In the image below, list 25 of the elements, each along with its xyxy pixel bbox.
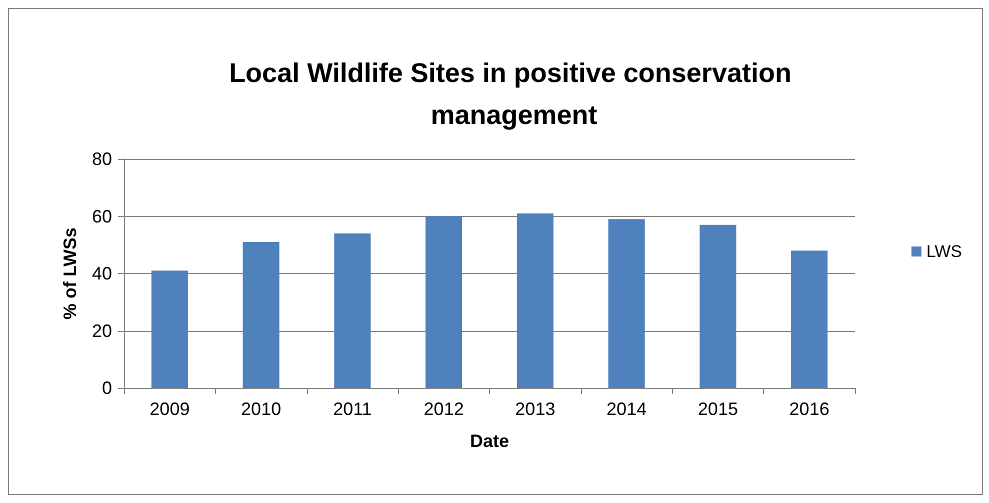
y-tick-label: 60 [92,206,112,226]
bar [242,242,280,388]
x-tick-label: 2014 [606,399,647,419]
bar [516,213,554,388]
y-tick-label: 0 [102,378,112,398]
bar [608,219,645,388]
x-tick-label: 2011 [333,399,372,419]
y-tick-label: 20 [92,320,112,341]
x-tick-label: 2016 [789,399,830,419]
y-axis-title: % of LWSs [60,227,80,320]
chart-title: Local Wildlife Sites in positive conservation management [229,58,799,130]
x-axis-title: Date [470,431,510,451]
bar [151,270,188,388]
bar [334,233,371,388]
y-tick-label: 40 [92,264,112,284]
bar [791,250,828,388]
x-tick-label: 2013 [515,399,556,419]
bar [426,216,462,388]
x-tick-label: 2010 [241,399,282,419]
x-tick-label: 2009 [150,399,190,419]
x-tick-label: 2015 [698,399,738,419]
x-tick-label: 2012 [424,399,464,419]
bar [700,224,736,388]
legend-label: LWS [926,242,962,261]
y-tick-label: 80 [92,149,112,169]
